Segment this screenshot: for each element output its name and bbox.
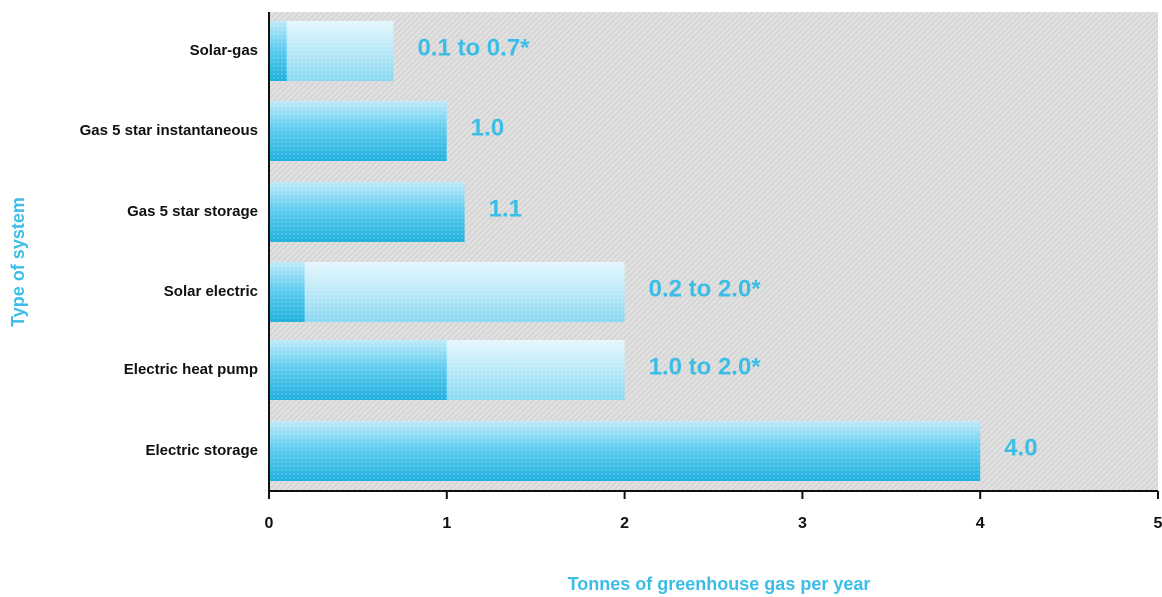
y-axis-title: Type of system [8, 197, 28, 327]
category-label-2: Gas 5 star storage [127, 203, 258, 220]
x-tick-label-2: 2 [620, 515, 629, 532]
bar-range-texture-0 [269, 21, 394, 81]
value-label-5: 4.0 [1004, 434, 1037, 461]
plot-area [269, 12, 1158, 491]
x-axis-title: Tonnes of greenhouse gas per year [568, 574, 871, 594]
x-tick-label-4: 4 [976, 515, 985, 532]
category-label-4: Electric heat pump [124, 361, 258, 378]
x-ticks-layer: 0 1 2 3 4 5 [265, 491, 1162, 532]
category-label-1: Gas 5 star instantaneous [80, 122, 258, 139]
x-tick-label-1: 1 [442, 515, 451, 532]
value-label-1: 1.0 [471, 114, 504, 141]
value-labels-layer: 0.1 to 0.7* 1.0 1.1 0.2 to 2.0* 1.0 to 2.0* 4… [417, 34, 1037, 461]
x-tick-label-0: 0 [265, 515, 274, 532]
bar-range-texture-3 [269, 262, 625, 322]
category-label-0: Solar-gas [190, 42, 258, 59]
x-tick-label-3: 3 [798, 515, 807, 532]
bar-texture-1 [269, 101, 447, 161]
bar-texture-0 [269, 21, 287, 81]
x-tick-label-5: 5 [1154, 515, 1162, 532]
bar-texture-4 [269, 340, 447, 400]
bar-texture-2 [269, 182, 465, 242]
bar-texture-3 [269, 262, 305, 322]
value-label-4: 1.0 to 2.0* [649, 353, 762, 380]
bars-layer [269, 21, 981, 481]
bar-texture-5 [269, 421, 981, 481]
value-label-3: 0.2 to 2.0* [649, 275, 762, 302]
value-label-0: 0.1 to 0.7* [417, 34, 530, 61]
category-label-5: Electric storage [145, 442, 258, 459]
category-labels-layer: Solar-gas Gas 5 star instantaneous Gas 5 s… [80, 42, 258, 459]
category-label-3: Solar electric [164, 283, 258, 300]
value-label-2: 1.1 [489, 195, 522, 222]
